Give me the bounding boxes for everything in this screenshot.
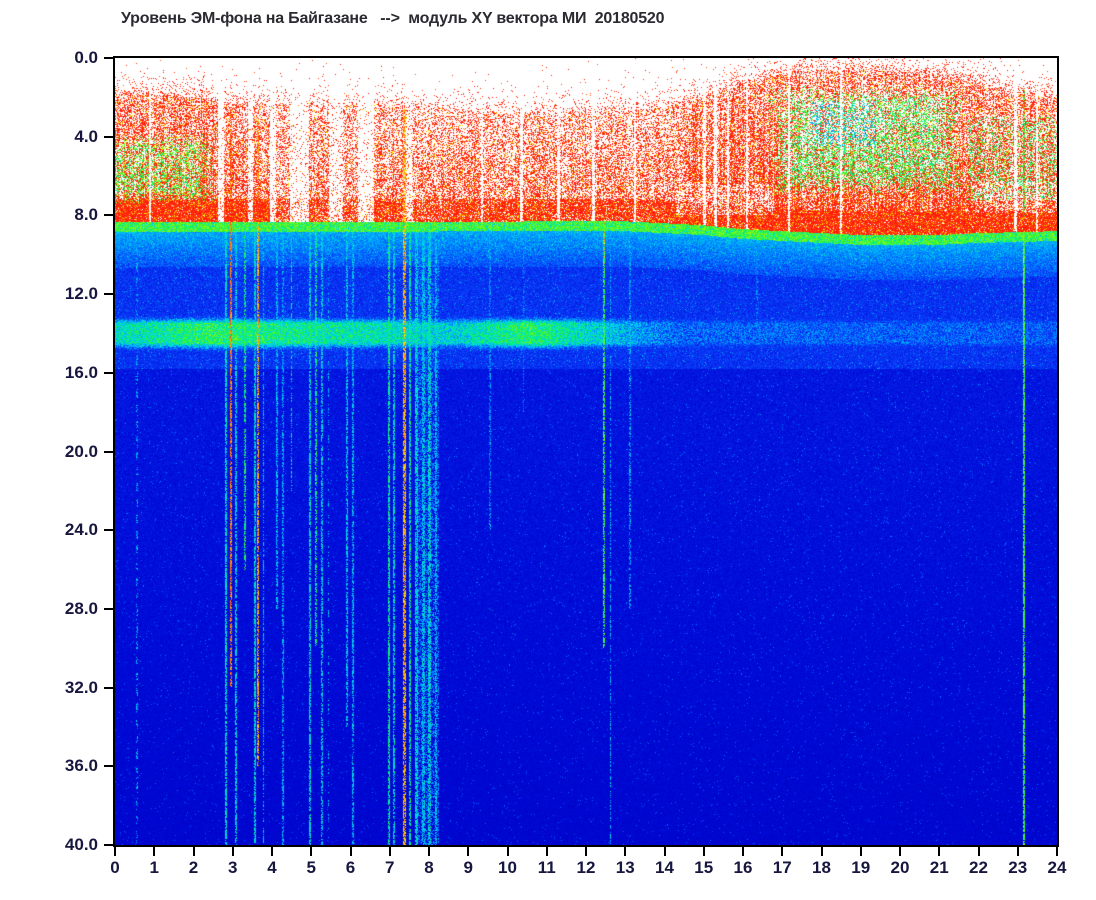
x-tick-label: 15 <box>694 858 714 877</box>
x-tick-label: 4 <box>267 858 277 877</box>
x-tick <box>899 847 901 856</box>
x-tick-label: 19 <box>851 858 871 877</box>
y-tick <box>104 765 113 768</box>
x-tick <box>585 847 587 856</box>
x-tick <box>781 847 784 856</box>
x-tick-label: 0 <box>110 858 120 877</box>
x-tick-label: 9 <box>463 858 473 877</box>
y-tick <box>104 371 113 374</box>
y-tick-label: 36.0 <box>64 756 98 776</box>
x-tick <box>742 847 744 856</box>
x-tick <box>663 847 666 856</box>
x-tick <box>545 847 548 856</box>
y-tick-label: 0.0 <box>74 48 98 67</box>
y-tick <box>104 57 113 59</box>
x-tick <box>192 847 195 856</box>
x-tick-label: 21 <box>929 858 949 877</box>
x-tick-label: 6 <box>345 858 356 877</box>
y-tick <box>104 844 113 846</box>
x-tick-label: 8 <box>424 858 434 877</box>
x-tick <box>938 847 941 856</box>
chart-title: Уровень ЭМ-фона на Байгазане --> модуль … <box>121 10 665 27</box>
y-tick-label: 24.0 <box>64 520 98 540</box>
x-tick-label: 10 <box>498 858 517 877</box>
x-tick-label: 22 <box>969 858 988 877</box>
y-tick <box>104 529 113 532</box>
x-tick-label: 18 <box>812 858 831 877</box>
y-tick <box>104 135 113 138</box>
x-tick <box>388 847 391 856</box>
x-tick <box>153 847 156 856</box>
y-tick <box>104 293 113 296</box>
x-tick <box>428 847 430 856</box>
x-tick <box>467 847 470 856</box>
x-tick <box>506 847 509 856</box>
y-tick-label: 40.0 <box>64 835 98 854</box>
x-tick <box>859 847 862 856</box>
x-tick-label: 5 <box>306 858 316 877</box>
x-tick <box>1016 847 1019 856</box>
x-tick-label: 2 <box>188 858 199 877</box>
x-tick-label: 3 <box>228 858 238 877</box>
y-tick <box>104 450 113 453</box>
x-tick <box>271 847 273 856</box>
x-tick-label: 7 <box>385 858 395 877</box>
y-tick <box>104 607 113 610</box>
x-tick <box>624 847 627 856</box>
x-tick-label: 17 <box>772 858 792 877</box>
y-tick-label: 20.0 <box>64 441 98 461</box>
x-tick-label: 12 <box>576 858 596 877</box>
x-tick <box>702 847 705 856</box>
x-tick-label: 16 <box>733 858 753 877</box>
x-tick-label: 11 <box>537 858 556 877</box>
x-tick <box>977 847 980 856</box>
x-tick-label: 13 <box>615 858 635 877</box>
y-tick <box>104 214 113 217</box>
x-tick <box>1056 847 1058 856</box>
x-tick-label: 20 <box>890 858 910 877</box>
x-tick <box>349 847 352 856</box>
x-tick-label: 14 <box>655 858 674 877</box>
x-tick-label: 24 <box>1047 858 1067 877</box>
x-tick <box>820 847 823 856</box>
y-tick-label: 4.0 <box>74 126 98 146</box>
y-tick-label: 28.0 <box>64 598 98 618</box>
y-tick-label: 8.0 <box>74 205 98 225</box>
plot-frame <box>113 56 1059 847</box>
x-tick <box>310 847 313 856</box>
y-tick <box>104 686 113 689</box>
y-tick-label: 32.0 <box>64 677 98 697</box>
y-tick-label: 12.0 <box>64 284 98 304</box>
spectrogram-canvas <box>115 58 1057 845</box>
x-tick <box>114 847 116 856</box>
x-tick-label: 23 <box>1008 858 1028 877</box>
x-tick-label: 1 <box>149 858 159 877</box>
y-tick-label: 16.0 <box>64 362 98 382</box>
x-tick <box>231 847 234 856</box>
